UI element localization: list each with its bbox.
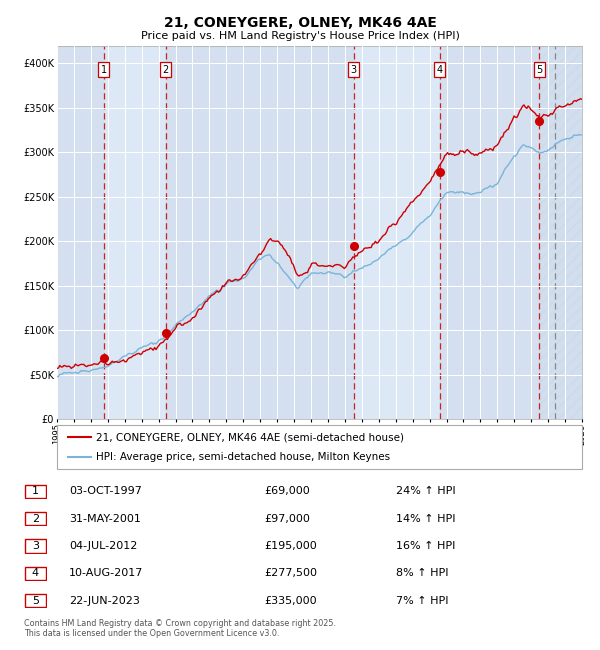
Text: 24% ↑ HPI: 24% ↑ HPI — [396, 486, 455, 497]
Text: 21, CONEYGERE, OLNEY, MK46 4AE: 21, CONEYGERE, OLNEY, MK46 4AE — [164, 16, 436, 31]
Text: 1: 1 — [32, 486, 39, 497]
Bar — [57, 46, 104, 419]
Text: 22-JUN-2023: 22-JUN-2023 — [69, 595, 140, 606]
Text: 16% ↑ HPI: 16% ↑ HPI — [396, 541, 455, 551]
Text: 10-AUG-2017: 10-AUG-2017 — [69, 568, 143, 578]
Text: 8% ↑ HPI: 8% ↑ HPI — [396, 568, 449, 578]
Text: 04-JUL-2012: 04-JUL-2012 — [69, 541, 137, 551]
Text: 2: 2 — [32, 514, 39, 524]
Text: 7% ↑ HPI: 7% ↑ HPI — [396, 595, 449, 606]
Text: £195,000: £195,000 — [264, 541, 317, 551]
Text: 4: 4 — [437, 64, 443, 75]
Bar — [539, 46, 582, 419]
Text: £277,500: £277,500 — [264, 568, 317, 578]
Text: 14% ↑ HPI: 14% ↑ HPI — [396, 514, 455, 524]
Text: 5: 5 — [536, 64, 542, 75]
Text: £69,000: £69,000 — [264, 486, 310, 497]
Text: £335,000: £335,000 — [264, 595, 317, 606]
Bar — [440, 46, 539, 419]
Text: £97,000: £97,000 — [264, 514, 310, 524]
Text: 21, CONEYGERE, OLNEY, MK46 4AE (semi-detached house): 21, CONEYGERE, OLNEY, MK46 4AE (semi-det… — [97, 432, 404, 442]
Text: 03-OCT-1997: 03-OCT-1997 — [69, 486, 142, 497]
Text: 31-MAY-2001: 31-MAY-2001 — [69, 514, 141, 524]
Bar — [353, 46, 440, 419]
Text: 3: 3 — [32, 541, 39, 551]
Text: Contains HM Land Registry data © Crown copyright and database right 2025.
This d: Contains HM Land Registry data © Crown c… — [24, 619, 336, 638]
Text: 4: 4 — [32, 568, 39, 578]
Text: 3: 3 — [350, 64, 356, 75]
Text: 2: 2 — [163, 64, 169, 75]
Bar — [539, 46, 582, 419]
Bar — [166, 46, 353, 419]
Bar — [104, 46, 166, 419]
Text: 5: 5 — [32, 595, 39, 606]
Text: Price paid vs. HM Land Registry's House Price Index (HPI): Price paid vs. HM Land Registry's House … — [140, 31, 460, 40]
Text: HPI: Average price, semi-detached house, Milton Keynes: HPI: Average price, semi-detached house,… — [97, 452, 391, 462]
Text: 1: 1 — [101, 64, 107, 75]
